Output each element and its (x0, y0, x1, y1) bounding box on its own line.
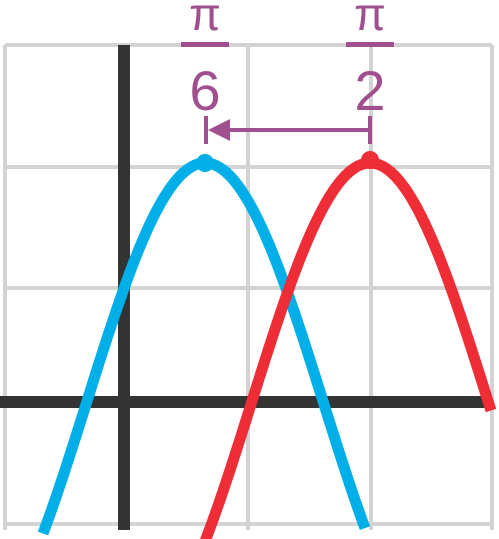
denominator: 2 (354, 59, 385, 122)
original-curve (200, 157, 497, 539)
fraction-bar (346, 42, 394, 47)
grid (3, 43, 494, 530)
shift-arrow (204, 116, 372, 144)
peak-point (361, 151, 379, 169)
numerator: π (189, 0, 221, 40)
arrow-head (208, 119, 230, 141)
peak-point (196, 154, 214, 172)
denominator: 6 (189, 59, 220, 122)
numerator: π (354, 0, 386, 40)
fraction-bar (181, 42, 229, 47)
